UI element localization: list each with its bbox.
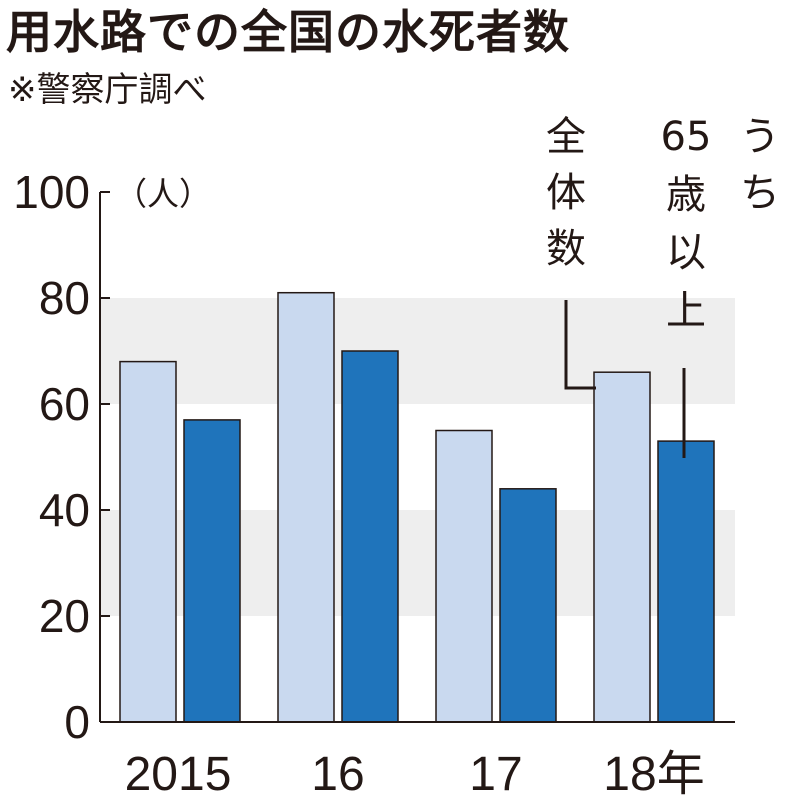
y-tick-label: 80	[39, 272, 90, 324]
source-note: ※警察庁調べ	[8, 70, 207, 110]
svg-text:体: 体	[546, 170, 586, 216]
legend-label-total: 全体数	[546, 114, 586, 272]
bar-over65-0	[183, 419, 241, 723]
chart-title: 用水路での全国の水死者数	[6, 5, 570, 59]
legend-label-over65-b: 65 歳以上	[661, 114, 712, 334]
svg-text:65: 65	[661, 114, 712, 160]
y-tick-label: 0	[64, 696, 90, 748]
bar-over65-3	[657, 440, 715, 723]
svg-text:全: 全	[546, 114, 586, 160]
bar-over65-2	[499, 488, 557, 723]
svg-text:以: 以	[666, 230, 706, 276]
bar-total-3	[593, 371, 651, 723]
y-tick-label: 40	[39, 484, 90, 536]
svg-text:ち: ち	[740, 170, 780, 216]
y-tick-label: 20	[39, 590, 90, 642]
y-tick-label: 60	[39, 378, 90, 430]
x-tick-label: 17	[469, 748, 522, 800]
x-tick-label: 16	[311, 748, 364, 800]
bar-total-1	[277, 291, 335, 723]
y-tick-label: 100	[13, 166, 90, 218]
svg-text:数: 数	[546, 226, 586, 272]
bar-total-2	[435, 429, 493, 723]
svg-text:歳: 歳	[666, 172, 706, 218]
bar-total-0	[119, 360, 177, 723]
svg-text:う: う	[740, 114, 780, 160]
y-axis-unit: （人）	[115, 175, 211, 213]
legend-leader-total	[564, 300, 596, 390]
bar-over65-1	[341, 350, 399, 723]
x-tick-label: 2015	[125, 748, 232, 800]
legend-label-over65-a: うち	[740, 114, 780, 216]
svg-text:上: 上	[666, 288, 706, 334]
x-tick-label: 18年	[603, 748, 704, 800]
